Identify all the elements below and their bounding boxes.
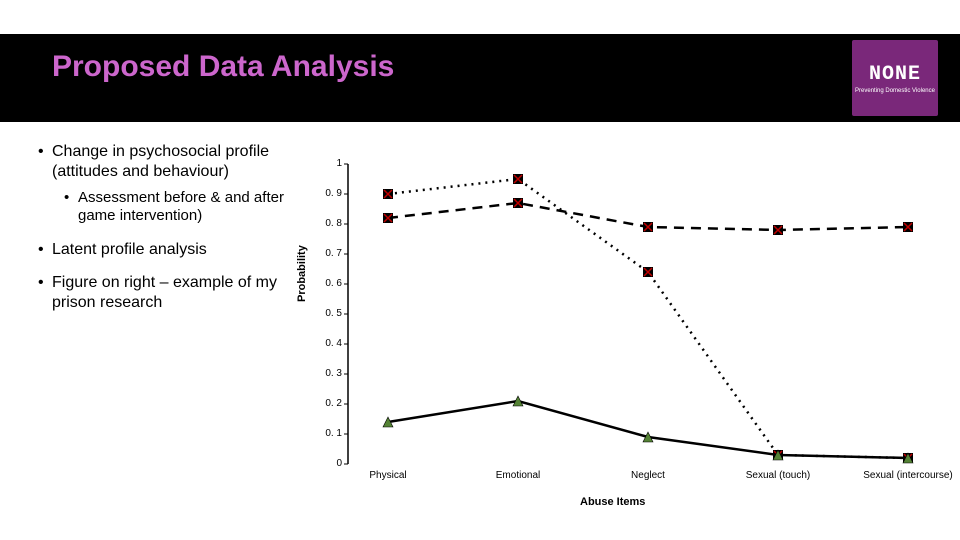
y-tick-label: 0. 8 bbox=[312, 218, 342, 229]
y-tick-label: 1 bbox=[312, 158, 342, 169]
x-tick-label: Neglect bbox=[631, 470, 665, 481]
x-tick-label: Sexual (touch) bbox=[746, 470, 810, 481]
bullet-list: Change in psychosocial profile (attitude… bbox=[38, 142, 298, 326]
y-tick-label: 0. 7 bbox=[312, 248, 342, 259]
probability-chart bbox=[306, 154, 946, 524]
x-tick-label: Physical bbox=[369, 470, 406, 481]
y-axis-label: Probability bbox=[296, 245, 308, 302]
sub-bullet-item: Assessment before & and after game inter… bbox=[52, 189, 298, 226]
page-title: Proposed Data Analysis bbox=[52, 50, 394, 84]
bullet-item: Change in psychosocial profile (attitude… bbox=[38, 142, 298, 226]
y-tick-label: 0 bbox=[312, 458, 342, 469]
x-tick-label: Sexual (intercourse) bbox=[863, 470, 952, 481]
y-tick-label: 0. 6 bbox=[312, 278, 342, 289]
y-tick-label: 0. 5 bbox=[312, 308, 342, 319]
x-tick-label: Emotional bbox=[496, 470, 540, 481]
slide: Proposed Data Analysis NONE Preventing D… bbox=[0, 0, 960, 540]
y-tick-label: 0. 2 bbox=[312, 398, 342, 409]
logo-main-text: NONE bbox=[869, 63, 921, 86]
y-tick-label: 0. 3 bbox=[312, 368, 342, 379]
logo: NONE Preventing Domestic Violence bbox=[852, 40, 938, 116]
y-tick-label: 0. 1 bbox=[312, 428, 342, 439]
x-axis-label: Abuse Items bbox=[580, 496, 645, 508]
y-tick-label: 0. 9 bbox=[312, 188, 342, 199]
logo-sub-text: Preventing Domestic Violence bbox=[855, 88, 935, 94]
bullet-item: Latent profile analysis bbox=[38, 240, 298, 260]
bullet-item: Figure on right – example of my prison r… bbox=[38, 273, 298, 312]
y-tick-label: 0. 4 bbox=[312, 338, 342, 349]
